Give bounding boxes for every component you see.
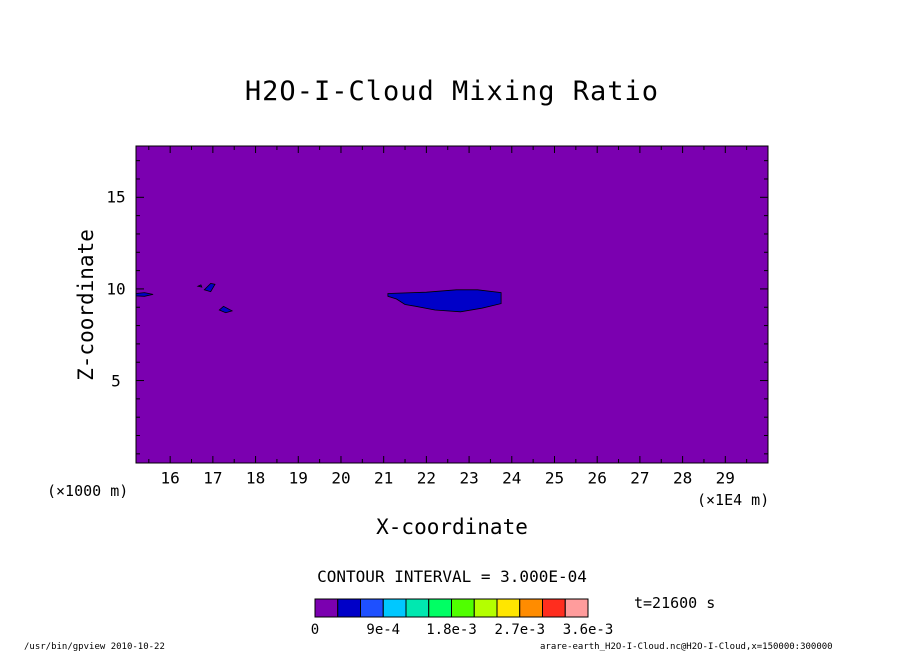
y-tick-label: 15 bbox=[106, 187, 126, 207]
colorbar-cell bbox=[542, 598, 566, 618]
x-tick-label: 29 bbox=[715, 468, 735, 488]
x-tick-label: 20 bbox=[331, 468, 351, 488]
colorbar-label: 3.6e-3 bbox=[562, 622, 614, 638]
colorbar-cell bbox=[451, 598, 475, 618]
x-unit-right: (×1E4 m) bbox=[697, 491, 770, 509]
x-tick-label: 18 bbox=[245, 468, 266, 488]
x-unit-left: (×1000 m) bbox=[47, 482, 129, 500]
colorbar-cell bbox=[337, 598, 361, 618]
contour-region-4 bbox=[196, 284, 203, 288]
colorbar-label: 0 bbox=[310, 622, 320, 638]
x-tick-label: 22 bbox=[416, 468, 437, 488]
x-tick-label: 21 bbox=[374, 468, 394, 488]
colorbar-cell bbox=[564, 598, 589, 618]
contour-region-1 bbox=[387, 289, 502, 313]
x-tick-label: 23 bbox=[459, 468, 479, 488]
x-tick-label: 19 bbox=[288, 468, 308, 488]
y-tick-label: 10 bbox=[106, 279, 126, 299]
colorbar-cell bbox=[360, 598, 384, 618]
footer-left: /usr/bin/gpview 2010-10-22 bbox=[24, 642, 165, 652]
colorbar-label: 2.7e-3 bbox=[494, 622, 546, 638]
colorbar bbox=[314, 598, 589, 618]
contour-region-5 bbox=[218, 305, 234, 314]
colorbar-cell bbox=[496, 598, 521, 618]
colorbar-cell bbox=[428, 598, 452, 618]
colorbar-cell bbox=[473, 598, 498, 618]
y-axis-label: Z-coordinate bbox=[74, 229, 98, 381]
y-tick-label: 5 bbox=[111, 371, 121, 391]
colorbar-label: 1.8e-3 bbox=[426, 622, 477, 638]
x-tick-label: 26 bbox=[587, 468, 607, 488]
colorbar-label: 9e-4 bbox=[366, 622, 401, 638]
x-tick-label: 16 bbox=[160, 468, 180, 488]
x-tick-label: 28 bbox=[672, 468, 693, 488]
contour-interval: CONTOUR INTERVAL = 3.000E-04 bbox=[317, 567, 587, 586]
axis-ticks bbox=[136, 146, 769, 463]
chart-title: H2O-I-Cloud Mixing Ratio bbox=[244, 76, 660, 107]
contour-regions bbox=[135, 282, 502, 314]
x-axis-label: X-coordinate bbox=[376, 515, 528, 539]
colorbar-cell bbox=[405, 598, 430, 618]
x-tick-label: 17 bbox=[203, 468, 223, 488]
plot-frame bbox=[135, 145, 769, 464]
x-tick-label: 24 bbox=[502, 468, 522, 488]
x-tick-label: 25 bbox=[544, 468, 565, 488]
colorbar-cell bbox=[519, 598, 543, 618]
contour-region-3 bbox=[203, 282, 216, 293]
x-tick-label: 27 bbox=[630, 468, 650, 488]
colorbar-cell bbox=[382, 598, 407, 618]
footer-right: arare-earth_H2O-I-Cloud.nc@H2O-I-Cloud,x… bbox=[540, 642, 833, 652]
time-label: t=21600 s bbox=[634, 594, 716, 612]
colorbar-cell bbox=[314, 598, 339, 618]
